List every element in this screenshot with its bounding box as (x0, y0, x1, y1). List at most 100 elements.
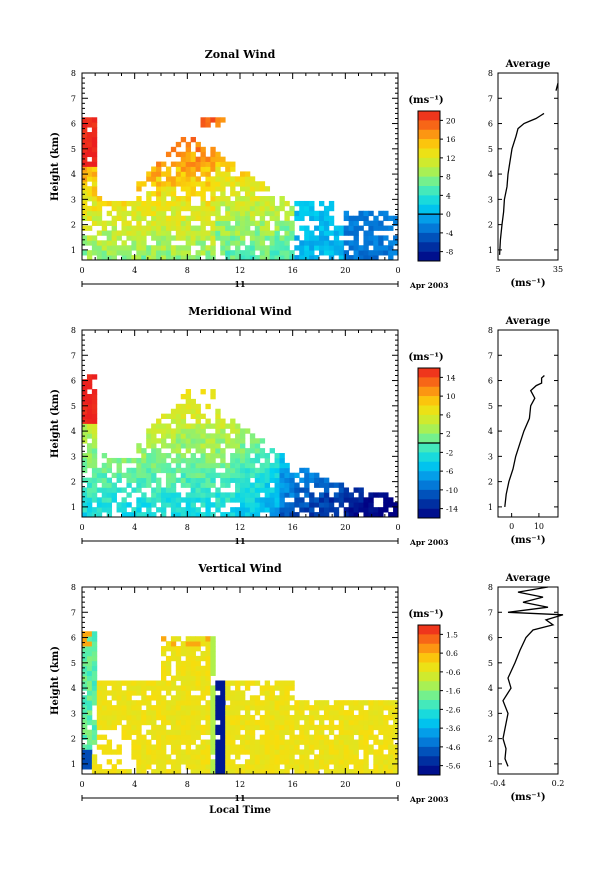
heatmap-cell (323, 754, 330, 760)
heatmap-cell (323, 764, 330, 770)
heatmap-cell (254, 769, 261, 774)
heatmap-cell (91, 408, 98, 415)
heatmap-cell (249, 512, 256, 517)
heatmap-cell (284, 729, 290, 736)
heatmap-cell (121, 714, 127, 721)
heatmap-cell (328, 759, 335, 765)
heatmap-cell (264, 764, 271, 770)
heatmap-cell (136, 200, 142, 207)
heatmap-cell (225, 171, 231, 177)
heatmap-cell (333, 245, 340, 251)
heatmap-cell (200, 714, 206, 721)
heatmap-cell (86, 171, 93, 177)
heatmap-cell (289, 759, 295, 765)
heatmap-cell (284, 700, 290, 706)
heatmap-cell (210, 695, 216, 701)
heatmap-cell (235, 507, 241, 513)
heatmap-cell (235, 443, 241, 449)
heatmap-cell (161, 724, 167, 731)
heatmap-cell (165, 714, 172, 721)
heatmap-cell (240, 724, 246, 731)
heatmap-cell (323, 734, 330, 740)
heatmap-cell (249, 448, 256, 454)
heatmap-cell (180, 700, 187, 706)
heatmap-cell (378, 719, 384, 726)
heatmap-cell (215, 695, 221, 701)
heatmap-cell (205, 477, 211, 483)
heatmap-cell (294, 769, 300, 774)
colorbar-swatch (418, 508, 440, 519)
heatmap-cell (151, 230, 157, 236)
heatmap-cell (378, 714, 384, 721)
colorbar-swatch (418, 433, 440, 444)
heatmap-cell (82, 146, 88, 153)
heatmap-cell (343, 230, 350, 236)
heatmap-cell (156, 196, 162, 202)
heatmap-cell (165, 462, 172, 469)
heatmap-cell (343, 255, 350, 260)
heatmap-cell (210, 146, 216, 153)
heatmap-cell (151, 171, 157, 177)
heatmap-cell (284, 220, 290, 226)
heatmap-cell (388, 255, 394, 260)
heatmap-cell (220, 739, 226, 745)
heatmap-cell (205, 200, 211, 207)
heatmap-cell (240, 457, 246, 464)
heatmap-cell (393, 215, 398, 222)
heatmap-cell (279, 685, 285, 691)
heatmap-cell (175, 141, 182, 148)
heatmap-cell (170, 250, 177, 256)
heatmap-cell (279, 680, 285, 686)
heatmap-cell (91, 235, 98, 241)
heatmap-cell (195, 764, 201, 770)
heatmap-cell (161, 215, 167, 222)
heatmap-cell (259, 438, 266, 444)
heatmap-cell (264, 457, 271, 464)
heatmap-cell (180, 749, 187, 755)
heatmap-cell (225, 200, 231, 207)
heatmap-cell (91, 403, 98, 410)
heatmap-cell (309, 759, 315, 765)
heatmap-cell (210, 250, 216, 256)
heatmap-cell (205, 245, 211, 251)
heatmap-cell (175, 196, 182, 202)
heatmap-cell (264, 690, 271, 696)
heatmap-cell (309, 719, 315, 726)
heatmap-cell (156, 724, 162, 731)
heatmap-cell (82, 487, 88, 493)
heatmap-cell (131, 690, 137, 696)
heatmap-cell (161, 680, 167, 686)
heatmap-cell (343, 729, 350, 736)
heatmap-cell (156, 749, 162, 755)
heatmap-cell (279, 453, 285, 459)
heatmap-cell (225, 754, 231, 760)
heatmap-cell (136, 497, 142, 503)
heatmap-cell (165, 166, 172, 172)
colorbar-swatch (418, 386, 440, 397)
heatmap-cell (274, 225, 280, 231)
heatmap-cell (146, 680, 152, 686)
heatmap-cell (126, 714, 132, 721)
heatmap-cell (225, 764, 231, 770)
heatmap-cell (304, 729, 310, 736)
heatmap-cell (195, 161, 201, 167)
heatmap-cell (101, 482, 108, 488)
heatmap-cell (86, 734, 93, 740)
heatmap-cell (259, 754, 266, 760)
heatmap-cell (338, 482, 345, 488)
heatmap-cell (220, 734, 226, 740)
heatmap-cell (170, 448, 177, 454)
heatmap-cell (393, 734, 398, 740)
heatmap-cell (91, 423, 98, 429)
heatmap-cell (205, 646, 211, 652)
heatmap-cell (190, 210, 196, 217)
heatmap-cell (244, 744, 251, 750)
heatmap-cell (101, 245, 108, 251)
heatmap-cell (146, 245, 152, 251)
heatmap-cell (284, 200, 290, 207)
x-tick-label: 12 (235, 780, 245, 789)
heatmap-cell (358, 734, 364, 740)
heatmap-cell (244, 171, 251, 177)
heatmap-cell (106, 700, 113, 706)
colorbar-swatch (418, 653, 440, 663)
